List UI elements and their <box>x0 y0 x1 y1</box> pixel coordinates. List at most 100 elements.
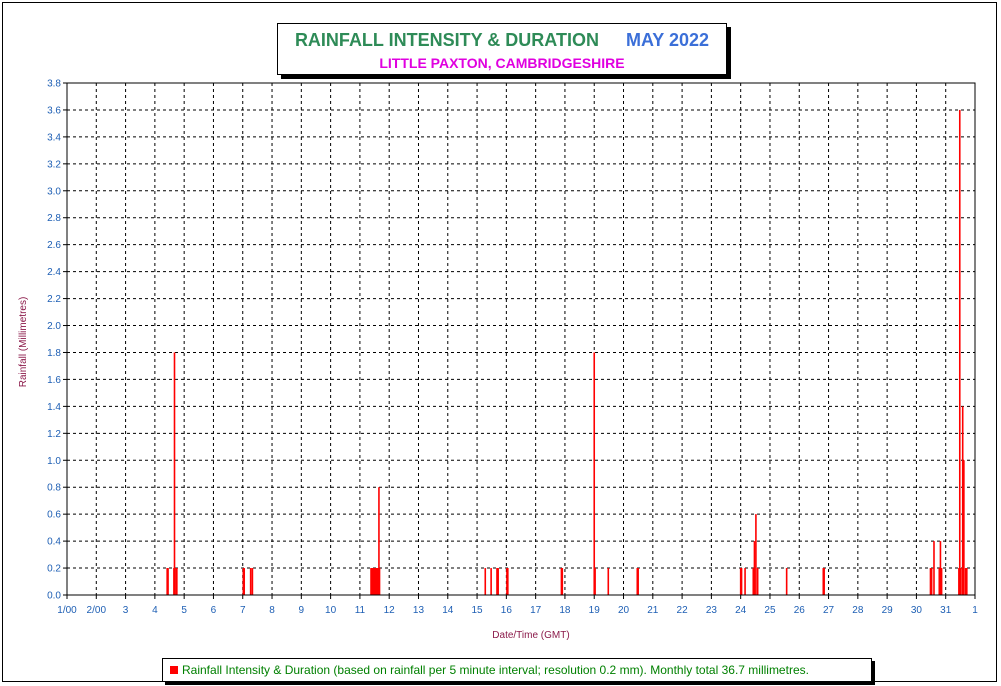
rainfall-bar <box>560 568 563 595</box>
rainfall-bar <box>372 568 375 595</box>
y-tick-label: 0.2 <box>47 564 61 575</box>
rainfall-chart: 0.0 0.2 0.4 0.6 0.8 1.0 1.2 1.4 1.6 1.8 2.0 2.2 2.4 2… <box>18 79 978 642</box>
rainfall-bar <box>506 568 508 595</box>
rainfall-bar <box>173 352 176 595</box>
y-tick-label: 3.2 <box>47 159 61 170</box>
x-tick-label: 5 <box>181 605 187 616</box>
rainfall-bar <box>958 568 960 595</box>
x-tick-label: 1/00 <box>57 605 77 616</box>
rainfall-bar <box>938 568 941 595</box>
x-tick-label: 18 <box>559 605 571 616</box>
x-tick-labels: 1/00 2/00 3 4 5 6 7 8 9 10 11 12 13 14 15 16 17 18 19 20 21 2… <box>57 605 978 616</box>
rainfall-bar <box>958 109 961 595</box>
x-axis-label: Date/Time (GMT) <box>492 630 569 641</box>
rainfall-bar <box>242 568 245 595</box>
rainfall-bar <box>594 568 596 595</box>
x-tick-label: 27 <box>823 605 835 616</box>
rainfall-bar <box>497 568 499 595</box>
rainfall-bar <box>740 568 743 595</box>
x-tick-label: 28 <box>852 605 864 616</box>
rainfall-bar <box>823 568 825 595</box>
rainfall-bar <box>739 568 742 595</box>
rainfall-bar <box>593 352 596 595</box>
x-tick-label: 8 <box>269 605 275 616</box>
y-tick-label: 1.2 <box>47 429 61 440</box>
y-tick-label: 0.6 <box>47 510 61 521</box>
rainfall-bar <box>484 568 487 595</box>
y-tick-label: 0.4 <box>47 537 61 548</box>
rainfall-bar <box>378 487 380 595</box>
axes <box>63 82 976 599</box>
x-tick-label: 1 <box>972 605 978 616</box>
rainfall-bar <box>376 568 378 595</box>
rainfall-bar <box>966 568 968 595</box>
rainfall-bar <box>167 568 169 595</box>
y-tick-label: 1.0 <box>47 456 61 467</box>
y-tick-label: 1.6 <box>47 375 61 386</box>
rainfall-bar <box>963 460 965 595</box>
rainfall-bar <box>374 568 377 595</box>
x-tick-label: 20 <box>618 605 630 616</box>
rainfall-bar <box>375 568 378 595</box>
rainfall-bar <box>175 568 177 595</box>
rainfall-bar <box>176 568 178 595</box>
rainfall-bar <box>960 568 962 595</box>
x-tick-label: 19 <box>589 605 601 616</box>
rainfall-bar <box>561 568 564 595</box>
rainfall-bar <box>607 568 610 595</box>
x-tick-label: 30 <box>911 605 923 616</box>
rainfall-bar <box>370 568 372 595</box>
y-tick-label: 0.0 <box>47 591 61 602</box>
plot-border <box>66 82 976 596</box>
rainfall-bar <box>243 568 246 595</box>
rainfall-bar <box>933 541 935 595</box>
x-tick-label: 10 <box>325 605 337 616</box>
rainfall-bar <box>961 406 964 595</box>
chart-subtitle: LITTLE PAXTON, CAMBRIDGESHIRE <box>379 55 625 71</box>
y-tick-label: 2.8 <box>47 213 61 224</box>
x-tick-label: 14 <box>442 605 454 616</box>
rainfall-bar <box>251 568 254 595</box>
x-tick-label: 12 <box>384 605 396 616</box>
x-tick-label: 4 <box>152 605 158 616</box>
x-tick-label: 15 <box>472 605 484 616</box>
x-tick-label: 29 <box>882 605 894 616</box>
y-tick-label: 3.6 <box>47 105 61 116</box>
chart-title-date: MAY 2022 <box>625 30 710 50</box>
rainfall-bar <box>752 568 755 595</box>
x-tick-label: 21 <box>647 605 659 616</box>
rainfall-bar <box>377 568 379 595</box>
rainfall-bar <box>755 514 757 595</box>
y-tick-label: 3.8 <box>47 79 61 90</box>
y-tick-label: 2.0 <box>47 321 61 332</box>
x-tick-label: 9 <box>299 605 305 616</box>
y-tick-label: 3.0 <box>47 186 61 197</box>
rainfall-bar <box>964 568 967 595</box>
rainfall-bar <box>507 568 509 595</box>
y-axis-label: Rainfall (Millimetres) <box>18 297 29 388</box>
rainfall-bar <box>753 541 756 595</box>
x-tick-label: 11 <box>355 605 366 616</box>
x-tick-label: 25 <box>764 605 776 616</box>
title-box: RAINFALL INTENSITY & DURATION MAY 2022 L… <box>277 23 727 75</box>
rainfall-bar <box>785 568 788 595</box>
rainfall-bar <box>930 568 933 595</box>
y-tick-label: 0.8 <box>47 483 61 494</box>
x-tick-label: 24 <box>735 605 747 616</box>
x-tick-label: 31 <box>940 605 952 616</box>
x-tick-label: 26 <box>794 605 806 616</box>
rainfall-bars <box>166 109 968 595</box>
rainfall-bar <box>371 568 374 595</box>
y-tick-label: 1.4 <box>47 402 61 413</box>
y-tick-label: 2.2 <box>47 294 61 305</box>
grid-lines <box>67 82 975 595</box>
legend-swatch <box>170 666 178 674</box>
rainfall-bar <box>637 568 639 595</box>
rainfall-bar <box>378 568 381 595</box>
y-tick-labels: 0.0 0.2 0.4 0.6 0.8 1.0 1.2 1.4 1.6 1.8 2.0 2.2 2.4 2… <box>47 79 61 602</box>
rainfall-bar <box>940 568 943 595</box>
rainfall-bar <box>744 568 746 595</box>
rainfall-bar <box>822 568 825 595</box>
x-tick-label: 3 <box>123 605 129 616</box>
